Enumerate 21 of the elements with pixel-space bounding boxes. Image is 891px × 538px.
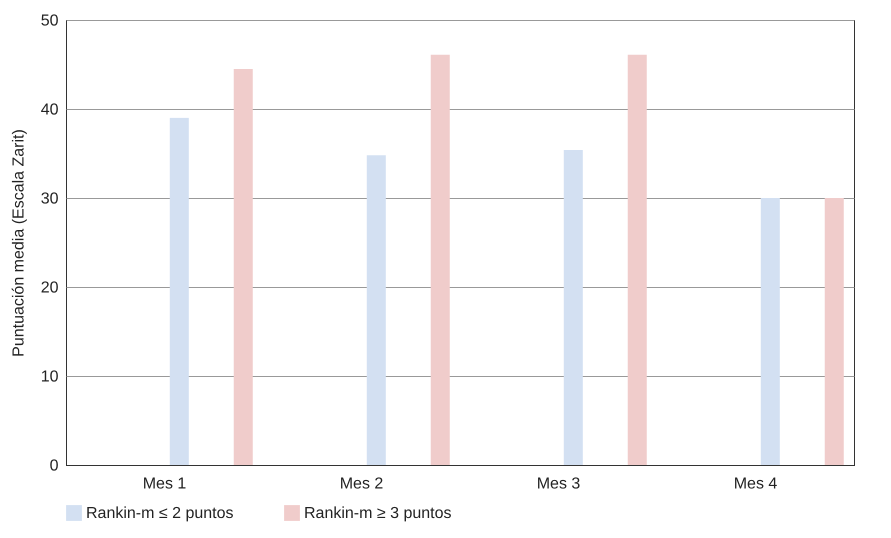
y-tick-label: 20: [40, 280, 59, 296]
bar: [760, 198, 780, 465]
x-tick-label: Mes 1: [142, 476, 186, 492]
y-tick-label: 30: [40, 190, 59, 208]
legend-label: Rankin-m ≥ 3 puntos: [304, 505, 452, 522]
bar: [628, 54, 647, 465]
x-tick-label: Mes 3: [536, 476, 580, 492]
legend-label: Rankin-m ≤ 2 puntos: [86, 505, 234, 522]
y-tick-label: 0: [50, 458, 59, 474]
bar: [824, 198, 844, 465]
x-tick-label: Mes 4: [734, 476, 778, 492]
y-axis-title: Puntuación media (Escala Zarit): [10, 129, 28, 357]
y-tick-label: 50: [40, 12, 59, 30]
bar: [234, 68, 253, 465]
bar: [430, 54, 450, 465]
bar: [366, 155, 386, 465]
bar: [564, 150, 583, 465]
x-tick-label: Mes 2: [340, 476, 384, 492]
y-tick-label: 40: [40, 102, 59, 118]
bar: [170, 118, 189, 465]
y-tick-label: 10: [40, 368, 59, 386]
